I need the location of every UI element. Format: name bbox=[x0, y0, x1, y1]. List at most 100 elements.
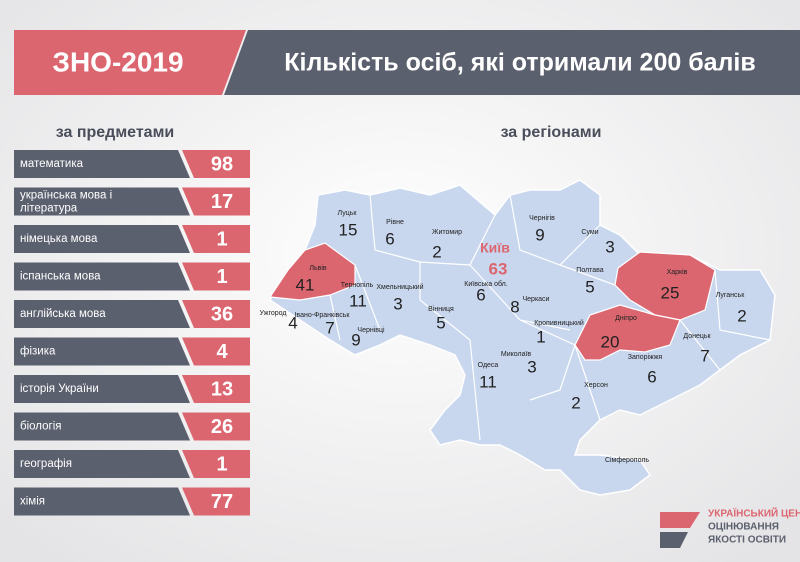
subject-value-box bbox=[182, 487, 250, 516]
region-name: Черкаси bbox=[523, 296, 550, 303]
region-value: 9 bbox=[351, 330, 360, 349]
subject-label: українська мова і література bbox=[20, 190, 112, 215]
region-highlight bbox=[614, 251, 716, 321]
subject-value: 1 bbox=[216, 453, 227, 475]
subject-value: 1 bbox=[216, 228, 227, 250]
subject-value-box bbox=[182, 300, 250, 328]
region-name: Київська обл. bbox=[464, 280, 507, 288]
region-name: Житомир bbox=[432, 229, 462, 236]
region-value: 2 bbox=[432, 242, 441, 261]
title-box bbox=[224, 30, 800, 95]
subject-label-box bbox=[14, 300, 190, 328]
region-name: Івано-Франківськ bbox=[294, 311, 350, 319]
subject-value-box bbox=[182, 375, 250, 403]
region-value: 7 bbox=[700, 346, 709, 365]
region-name: Херсон bbox=[584, 382, 608, 389]
region-value: 2 bbox=[571, 393, 580, 412]
region-name: Донецьк bbox=[683, 333, 711, 340]
subject-label: географія bbox=[20, 458, 72, 470]
region-borders bbox=[329, 194, 771, 441]
subject-label-box bbox=[14, 262, 190, 291]
logo-text: УКРАЇНСЬКИЙ ЦЕНТР bbox=[708, 507, 800, 520]
region-name: Вінниця bbox=[428, 305, 454, 313]
subject-value: 36 bbox=[211, 303, 233, 325]
subject-value-box bbox=[182, 225, 250, 253]
region-name: Суми bbox=[581, 229, 598, 236]
region-name: Дніпро bbox=[615, 314, 637, 322]
region-name: Чернігів bbox=[529, 214, 555, 222]
region-value: 20 bbox=[601, 332, 620, 351]
subject-value: 17 bbox=[211, 191, 233, 213]
subject-value-box bbox=[182, 412, 250, 441]
region-value: 63 bbox=[489, 259, 508, 278]
subject-label-box bbox=[14, 487, 190, 516]
region-highlight bbox=[574, 304, 681, 361]
subject-label: біологія bbox=[20, 421, 62, 433]
region-value: 11 bbox=[349, 291, 367, 310]
subject-label: німецька мова bbox=[20, 233, 98, 245]
subject-value: 13 bbox=[211, 378, 233, 400]
regions-heading: за регіонами bbox=[501, 124, 602, 141]
region-name: Тернопіль bbox=[341, 281, 374, 289]
region-value: 3 bbox=[527, 357, 536, 376]
badge-box bbox=[14, 30, 246, 95]
subject-label: іспанська мова bbox=[20, 271, 101, 283]
badge: ЗНО-2019 bbox=[52, 46, 183, 77]
region-name: Чернівці bbox=[357, 326, 385, 334]
region-name: Полтава bbox=[576, 267, 604, 274]
subject-label-box bbox=[14, 225, 190, 253]
region-name: Запоріжжя bbox=[628, 353, 663, 361]
region-value: 3 bbox=[605, 237, 614, 256]
subject-label: фізика bbox=[20, 346, 56, 358]
region-name: Ужгород bbox=[260, 310, 287, 317]
region-name: Миколаїв bbox=[501, 351, 532, 358]
region-value: 11 bbox=[479, 372, 497, 391]
region-name: Одеса bbox=[478, 362, 499, 369]
region-value: 25 bbox=[661, 283, 680, 302]
subject-label-box bbox=[14, 375, 190, 403]
subject-label-box bbox=[14, 187, 190, 216]
subject-value-box bbox=[182, 337, 250, 366]
region-name: Луцьк bbox=[338, 210, 358, 217]
subjects-heading: за предметами bbox=[56, 124, 175, 141]
logo-icon bbox=[660, 532, 688, 548]
subject-label-box bbox=[14, 412, 190, 441]
region-name: Львів bbox=[309, 264, 327, 272]
subject-label: хімія bbox=[20, 496, 45, 508]
region-value: 6 bbox=[476, 285, 485, 304]
logo-text: ОЦІНЮВАННЯ bbox=[708, 522, 779, 533]
region-name: Рівне bbox=[386, 218, 404, 226]
region-name: Хмельницький bbox=[376, 283, 423, 291]
subject-value-box bbox=[182, 262, 250, 291]
subject-label-box bbox=[14, 150, 190, 178]
logo-text: ЯКОСТІ ОСВІТИ bbox=[708, 535, 786, 546]
subject-value: 4 bbox=[216, 341, 228, 363]
region-value: 7 bbox=[325, 318, 334, 337]
region-value: 1 bbox=[536, 327, 545, 346]
subject-value-box bbox=[182, 450, 250, 478]
subject-value: 26 bbox=[211, 416, 233, 438]
subject-value: 98 bbox=[211, 153, 233, 175]
subject-label-box bbox=[14, 337, 190, 366]
subject-label: математика bbox=[20, 158, 84, 170]
subject-label: історія України bbox=[20, 383, 99, 395]
logo: УКРАЇНСЬКИЙ ЦЕНТР ОЦІНЮВАННЯ ЯКОСТІ ОСВІ… bbox=[660, 507, 800, 548]
region-value: 9 bbox=[535, 225, 544, 244]
region-value: 41 bbox=[296, 275, 315, 294]
region-name: Кропивницький bbox=[534, 319, 584, 327]
region-value: 5 bbox=[585, 277, 594, 296]
subject-value: 77 bbox=[211, 491, 233, 513]
region-name: Київ bbox=[480, 240, 510, 256]
region-value: 8 bbox=[510, 297, 519, 316]
region-value: 4 bbox=[288, 313, 297, 332]
region-value: 15 bbox=[339, 220, 358, 239]
logo-icon bbox=[660, 512, 700, 528]
subject-value-box bbox=[182, 150, 250, 178]
subject-label-line: українська мова і bbox=[20, 190, 112, 202]
region-value: 2 bbox=[737, 306, 746, 325]
region-name: Сімферополь bbox=[605, 456, 649, 464]
subject-value: 1 bbox=[216, 266, 227, 288]
region-name: Луганськ bbox=[716, 292, 745, 299]
region-name: Харків bbox=[667, 268, 688, 276]
